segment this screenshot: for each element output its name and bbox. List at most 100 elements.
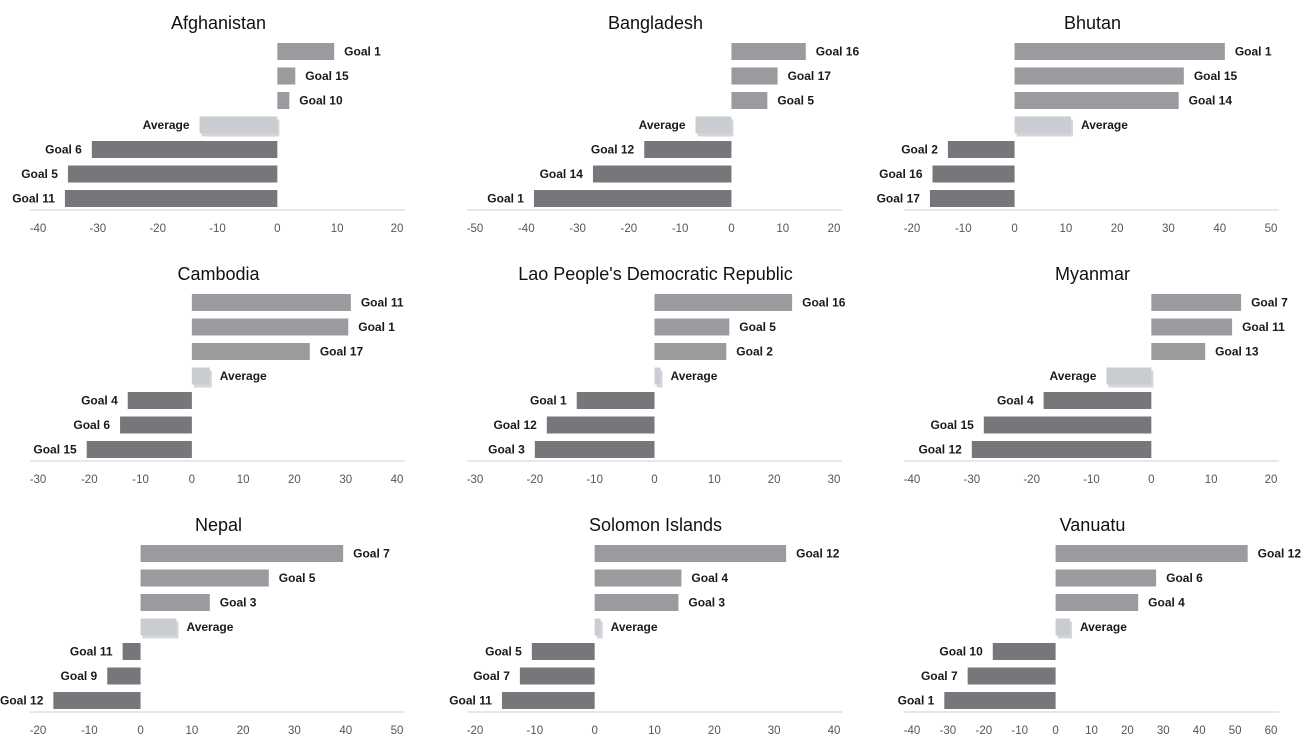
x-tick-label: 10 bbox=[648, 725, 661, 737]
x-tick-label: 40 bbox=[339, 725, 352, 737]
chart-panel: Lao People's Democratic Republic -30 -20 -1… bbox=[437, 251, 874, 502]
chart-title: Vanuatu bbox=[1060, 515, 1126, 535]
x-tick-label: 40 bbox=[1213, 223, 1226, 235]
x-tick-label: 10 bbox=[331, 223, 344, 235]
bar-label: Goal 16 bbox=[816, 45, 860, 59]
x-tick-label: -50 bbox=[467, 223, 484, 235]
bar-label: Goal 14 bbox=[540, 167, 584, 181]
goal-bar bbox=[731, 67, 778, 85]
chart-svg: Solomon Islands -20 -10 0 10 20 30 40 Goal 12 Goa… bbox=[449, 515, 842, 737]
goal-bar bbox=[277, 92, 290, 109]
chart-title: Nepal bbox=[195, 515, 242, 535]
chart-title: Myanmar bbox=[1055, 264, 1130, 284]
x-tick-label: 0 bbox=[137, 725, 143, 737]
bar-label: Goal 1 bbox=[358, 320, 395, 334]
x-tick-label: 30 bbox=[1162, 223, 1175, 235]
goal-bar bbox=[592, 165, 732, 183]
chart-title: Solomon Islands bbox=[589, 515, 722, 535]
x-tick-label: -40 bbox=[30, 223, 47, 235]
chart-panel: Afghanistan -40 -30 -20 -10 0 10 20 Goal 1 Goal 1… bbox=[0, 0, 437, 251]
x-tick-label: 20 bbox=[828, 223, 841, 235]
goal-bar bbox=[992, 643, 1056, 660]
bar-label: Average bbox=[186, 620, 233, 634]
bar-label: Goal 3 bbox=[220, 596, 257, 610]
goal-bar bbox=[731, 92, 768, 109]
average-bar bbox=[1014, 116, 1071, 134]
bar-label: Average bbox=[1080, 620, 1127, 634]
x-tick-label: 40 bbox=[828, 725, 841, 737]
bar-label: Goal 13 bbox=[1215, 345, 1259, 359]
goal-bar bbox=[594, 594, 679, 611]
goal-bar bbox=[107, 667, 141, 685]
chart-title: Bhutan bbox=[1064, 13, 1121, 33]
average-bar bbox=[594, 618, 601, 636]
goal-bar bbox=[64, 190, 278, 207]
bar-label: Average bbox=[143, 118, 190, 132]
x-tick-label: 50 bbox=[391, 725, 404, 737]
x-tick-label: 0 bbox=[1052, 725, 1058, 737]
x-tick-label: -30 bbox=[90, 223, 107, 235]
goal-bar bbox=[1055, 545, 1248, 562]
goal-bar bbox=[944, 692, 1056, 709]
goal-bar bbox=[191, 294, 351, 311]
bar-label: Average bbox=[1081, 118, 1128, 132]
x-tick-label: -10 bbox=[209, 223, 226, 235]
goal-bar bbox=[534, 441, 655, 458]
bar-label: Goal 12 bbox=[0, 694, 44, 708]
x-tick-label: -20 bbox=[81, 474, 98, 486]
bar-label: Goal 7 bbox=[353, 547, 390, 561]
goal-bar bbox=[594, 569, 682, 587]
chart-panel: Cambodia -30 -20 -10 0 10 20 30 40 Goal 11 Goal 1 G… bbox=[0, 251, 437, 502]
goal-bar bbox=[967, 667, 1056, 685]
bar-label: Goal 12 bbox=[591, 143, 635, 157]
bar-label: Goal 10 bbox=[939, 645, 983, 659]
goal-bar bbox=[140, 594, 210, 611]
goal-bar bbox=[67, 165, 278, 183]
x-tick-label: -20 bbox=[527, 474, 544, 486]
x-tick-label: -40 bbox=[904, 725, 921, 737]
bar-label: Goal 15 bbox=[305, 69, 349, 83]
x-tick-label: -40 bbox=[518, 223, 535, 235]
bar-label: Goal 5 bbox=[777, 94, 814, 108]
goal-bar bbox=[1055, 569, 1157, 587]
average-bar bbox=[199, 116, 278, 134]
bar-label: Goal 1 bbox=[898, 694, 935, 708]
chart-svg: Bangladesh -50 -40 -30 -20 -10 0 10 20 Goal 16 Goa… bbox=[467, 13, 860, 235]
bar-label: Goal 1 bbox=[344, 45, 381, 59]
x-tick-label: -30 bbox=[569, 223, 586, 235]
x-tick-label: 50 bbox=[1229, 725, 1242, 737]
bar-label: Goal 4 bbox=[997, 394, 1034, 408]
x-tick-label: -10 bbox=[81, 725, 98, 737]
x-tick-label: 20 bbox=[288, 474, 301, 486]
bar-label: Goal 16 bbox=[802, 296, 846, 310]
x-tick-label: -10 bbox=[586, 474, 603, 486]
chart-title: Afghanistan bbox=[171, 13, 266, 33]
bar-label: Goal 1 bbox=[530, 394, 567, 408]
goal-bar bbox=[983, 416, 1152, 434]
x-tick-label: -10 bbox=[955, 223, 972, 235]
chart-panel: Bhutan -20 -10 0 10 20 30 40 50 Goal 1 Goal 15 Goal… bbox=[874, 0, 1311, 251]
goal-bar bbox=[533, 190, 732, 207]
x-tick-label: 30 bbox=[288, 725, 301, 737]
x-tick-label: 40 bbox=[391, 474, 404, 486]
x-tick-label: 10 bbox=[708, 474, 721, 486]
chart-panel: Bangladesh -50 -40 -30 -20 -10 0 10 20 Goal 16 Goa… bbox=[437, 0, 874, 251]
goal-bar bbox=[1151, 294, 1242, 311]
goal-bar bbox=[277, 67, 296, 85]
goal-bar bbox=[120, 416, 192, 434]
bar-label: Goal 7 bbox=[1251, 296, 1288, 310]
bar-label: Goal 11 bbox=[70, 645, 113, 659]
bar-label: Average bbox=[639, 118, 686, 132]
bar-label: Goal 11 bbox=[361, 296, 404, 310]
bar-label: Goal 11 bbox=[12, 192, 55, 206]
x-tick-label: 10 bbox=[1085, 725, 1098, 737]
bar-label: Average bbox=[1050, 369, 1097, 383]
x-tick-label: 0 bbox=[591, 725, 597, 737]
x-tick-label: 10 bbox=[237, 474, 250, 486]
goal-bar bbox=[501, 692, 595, 709]
goal-bar bbox=[127, 392, 192, 409]
x-tick-label: -20 bbox=[975, 725, 992, 737]
bar-label: Average bbox=[611, 620, 658, 634]
goal-bar bbox=[576, 392, 655, 409]
x-tick-label: -20 bbox=[149, 223, 166, 235]
